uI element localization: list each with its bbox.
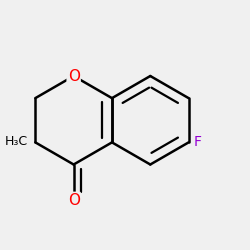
- Text: O: O: [68, 193, 80, 208]
- Text: H: H: [18, 134, 28, 148]
- Text: F: F: [194, 136, 202, 149]
- Text: O: O: [68, 68, 80, 84]
- Text: H₃C: H₃C: [5, 135, 28, 148]
